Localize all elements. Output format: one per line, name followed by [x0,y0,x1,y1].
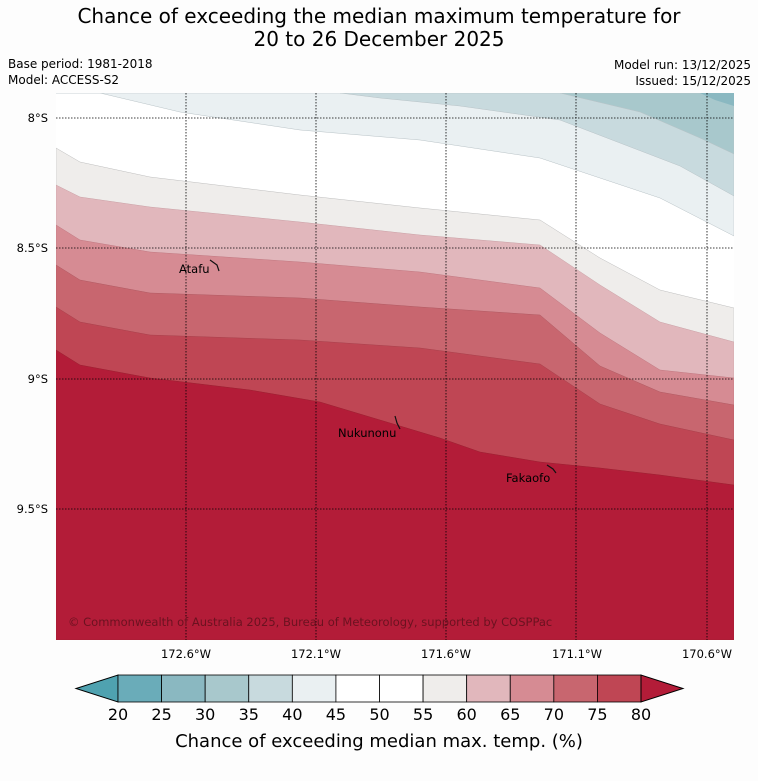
place-label-nukunonu: Nukunonu [338,426,396,440]
colorbar-under-arrow [74,674,119,703]
fakaofo-atoll [546,464,557,474]
colorbar-cell [597,674,642,703]
colorbar-tick-label: 70 [544,705,564,724]
colorbar-cell [553,674,598,703]
colorbar-tick-label: 60 [456,705,476,724]
colorbar-tick-label: 45 [326,705,346,724]
contour-band-25-30 [559,93,734,155]
lat-label: 8.5°S [17,241,48,255]
meta-left: Base period: 1981-2018 Model: ACCESS-S2 [8,56,153,88]
model-name: Model: ACCESS-S2 [8,73,120,87]
lat-label: 9.5°S [17,502,48,516]
colorbar-cell [422,674,468,703]
colorbar-cell [204,674,250,703]
colorbar-cell [117,674,162,703]
place-label-atafu: Atafu [179,262,210,276]
colorbar-cell [379,674,424,703]
meta-right: Model run: 13/12/2025 Issued: 15/12/2025 [614,57,751,89]
lon-label: 171.6°W [421,647,471,661]
contour-band-80-plus [56,349,734,640]
colorbar-tick-label: 80 [631,705,651,724]
contour-fills [56,93,734,640]
colorbar-cell [509,674,555,703]
place-label-fakaofo: Fakaofo [506,471,550,485]
map-panel: Atafu Nukunonu Fakaofo © Commonwealth of… [17,93,734,661]
nukunonu-atoll [394,415,401,430]
colorbar-cell [248,674,293,703]
graticule [56,93,734,640]
colorbar-cell [466,674,511,703]
title-line-1: Chance of exceeding the median maximum t… [77,4,681,28]
colorbar-tick-label: 35 [239,705,259,724]
colorbar-tick-label: 30 [195,705,215,724]
colorbar-tick-label: 20 [108,705,128,724]
colorbar-tick-label: 55 [413,705,433,724]
colorbar-tick-label: 40 [282,705,302,724]
contour-band-35-40 [56,93,734,237]
colorbar-cell [161,674,206,703]
contour-band-30-35 [339,93,734,197]
colorbar-tick-label: 75 [587,705,607,724]
lat-label: 9°S [28,372,48,386]
colorbar-cell [335,674,380,703]
colorbar-over-arrow [640,674,685,703]
model-run: Model run: 13/12/2025 [613,58,751,72]
atafu-atoll [209,259,220,272]
map-title: Chance of exceeding the median maximum t… [0,5,758,51]
lon-label: 170.6°W [682,647,732,661]
colorbar-label: Chance of exceeding median max. temp. (%… [175,731,583,752]
title-line-2: 20 to 26 December 2025 [253,27,505,51]
place-labels: Atafu Nukunonu Fakaofo [179,262,550,485]
colorbar-ticks: 20 25 30 35 40 45 50 55 60 65 70 75 80 [108,705,651,724]
lat-axis-labels: 8°S 8.5°S 9°S 9.5°S [17,111,48,516]
islands [209,259,557,474]
contour-band-20-25 [700,93,734,106]
lon-axis-labels: 172.6°W 172.1°W 171.6°W 171.1°W 170.6°W [161,647,732,661]
colorbar-tick-label: 25 [151,705,171,724]
colorbar-tick-label: 65 [500,705,520,724]
base-period: Base period: 1981-2018 [8,57,153,71]
lon-label: 171.1°W [552,647,602,661]
lon-label: 172.1°W [291,647,341,661]
colorbar-cell [291,674,337,703]
copyright-notice: © Commonwealth of Australia 2025, Bureau… [68,615,552,629]
issued-date: Issued: 15/12/2025 [635,74,751,88]
lat-label: 8°S [28,111,48,125]
colorbar-cells [117,674,642,703]
colorbar: 20 25 30 35 40 45 50 55 60 65 70 75 80 Chance of exc… [74,674,685,752]
lon-label: 172.6°W [161,647,211,661]
colorbar-tick-label: 50 [369,705,389,724]
